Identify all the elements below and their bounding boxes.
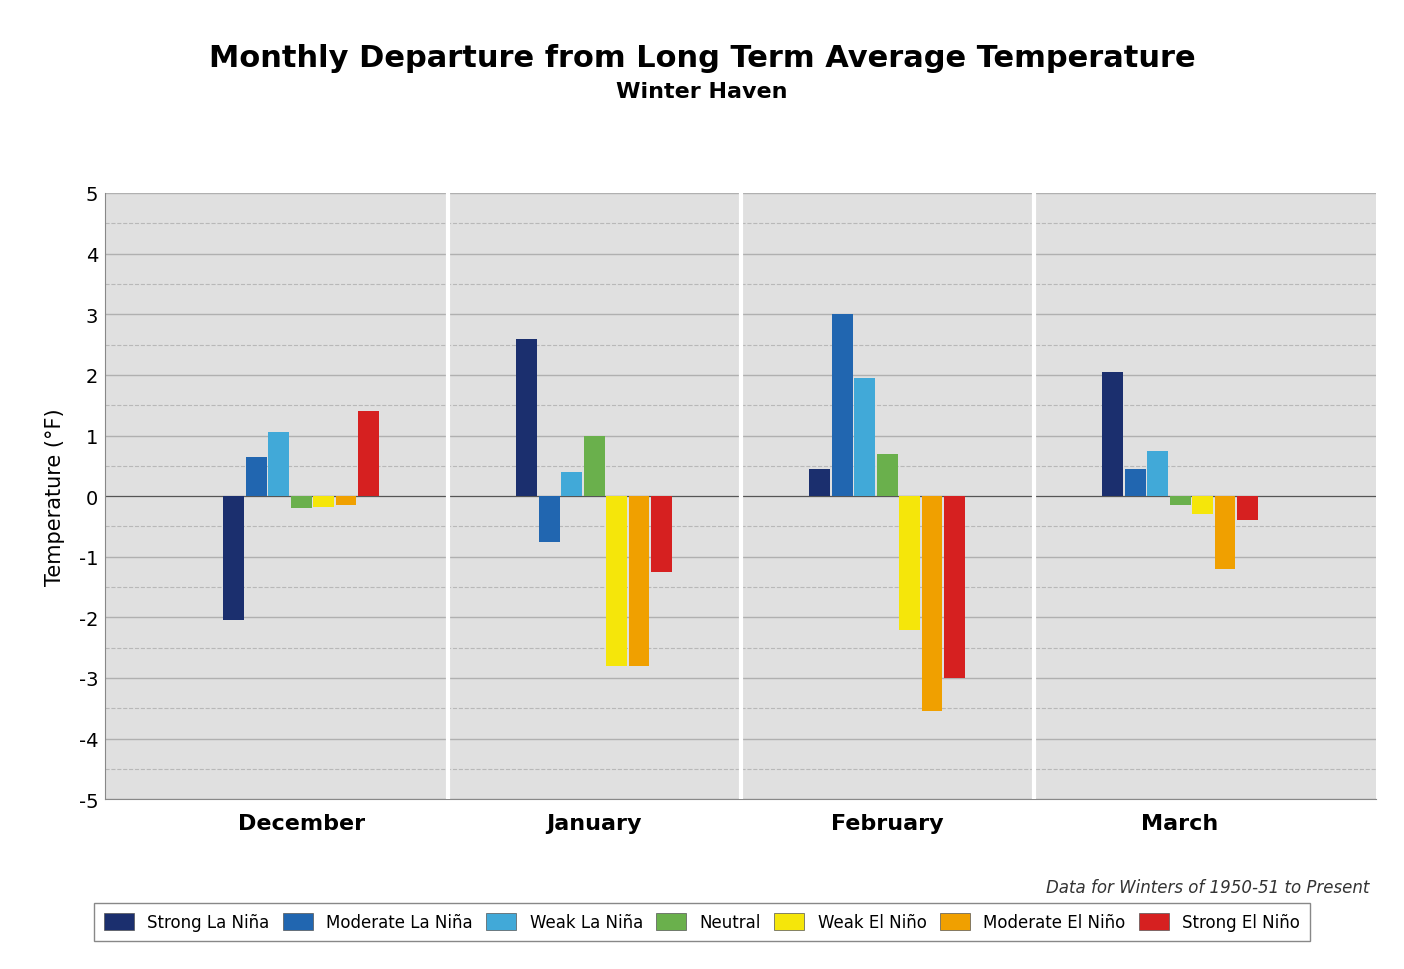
Bar <box>268 433 289 496</box>
Bar <box>291 496 312 509</box>
Bar <box>1237 496 1258 521</box>
Text: Data for Winters of 1950-51 to Present: Data for Winters of 1950-51 to Present <box>1046 878 1369 896</box>
Bar <box>651 496 673 573</box>
Text: Winter Haven: Winter Haven <box>616 82 788 103</box>
Bar <box>1102 372 1123 496</box>
Bar <box>831 315 852 496</box>
Bar <box>517 339 538 496</box>
Bar <box>246 457 267 496</box>
Bar <box>1214 496 1236 569</box>
Bar <box>921 496 942 711</box>
Bar <box>1147 452 1168 496</box>
Bar <box>899 496 920 630</box>
Bar <box>854 379 875 496</box>
Bar <box>607 496 628 667</box>
Bar <box>336 496 357 506</box>
Text: Monthly Departure from Long Term Average Temperature: Monthly Departure from Long Term Average… <box>209 44 1195 73</box>
Bar <box>1170 496 1191 506</box>
Bar <box>943 496 965 678</box>
Bar <box>629 496 650 667</box>
Y-axis label: Temperature (°F): Temperature (°F) <box>45 408 65 585</box>
Bar <box>584 436 605 496</box>
Legend: Strong La Niña, Moderate La Niña, Weak La Niña, Neutral, Weak El Niño, Moderate : Strong La Niña, Moderate La Niña, Weak L… <box>94 903 1310 941</box>
Bar <box>539 496 560 542</box>
Bar <box>223 496 244 621</box>
Bar <box>809 469 830 496</box>
Bar <box>358 412 379 496</box>
Bar <box>876 454 897 496</box>
Bar <box>1192 496 1213 515</box>
Bar <box>1125 469 1146 496</box>
Bar <box>313 496 334 508</box>
Bar <box>562 472 583 496</box>
